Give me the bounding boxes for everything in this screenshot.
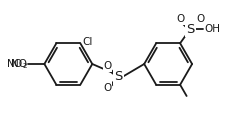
Text: Cl: Cl [82,37,93,47]
Text: O: O [103,83,111,93]
Text: S: S [114,70,123,83]
Text: NO$_2$: NO$_2$ [6,57,27,71]
Text: O: O [103,61,111,71]
Text: OH: OH [204,24,220,34]
Text: NO: NO [11,59,27,69]
Text: O: O [196,14,204,24]
Text: S: S [186,23,194,36]
Text: O: O [176,14,184,24]
